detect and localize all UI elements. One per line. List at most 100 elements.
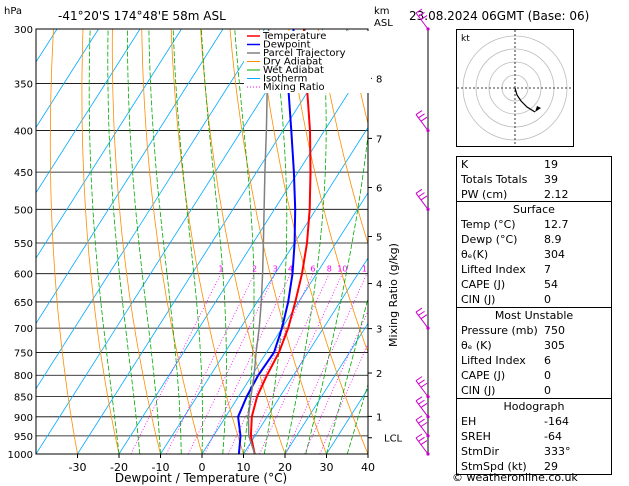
wet-adiabat-line <box>201 29 227 454</box>
legend-temperature: Temperature <box>262 31 326 42</box>
wind-barb-feather <box>415 376 423 382</box>
wind-barb-feather <box>420 440 428 446</box>
temperature-tick-label: 30 <box>320 461 334 474</box>
dry-adiabat-line <box>49 29 78 454</box>
temperature-tick-label: 0 <box>199 461 206 474</box>
wind-barb-feather <box>415 415 423 421</box>
mixing-ratio-label: 10 <box>337 265 347 274</box>
wind-barb-staff <box>415 311 429 329</box>
mixing-ratio-axis-label: Mixing Ratio (g/kg) <box>387 243 400 347</box>
copyright-footer: © weatheronline.co.uk <box>452 471 578 484</box>
table-row: PW (cm) 2.12 <box>457 187 611 202</box>
mixing-ratio-label: 15 <box>362 265 372 274</box>
wind-barb-icon <box>415 376 430 399</box>
wet-adiabat-line <box>305 130 368 454</box>
pw-value: 2.12 <box>544 188 569 201</box>
sreh-label: SREH <box>461 430 491 443</box>
pressure-tick-label: 1000 <box>8 450 33 461</box>
dry-adiabat-line <box>259 29 368 454</box>
wind-barb-icon <box>415 188 430 211</box>
datetime-title: 23.08.2024 06GMT (Base: 06) <box>409 9 589 23</box>
wind-barb-icon <box>415 415 430 438</box>
eh-label: EH <box>461 415 477 428</box>
wind-barb-feather <box>418 399 425 405</box>
mu-pressure-label: Pressure (mb) <box>461 324 538 337</box>
pw-label: PW (cm) <box>461 188 508 201</box>
wet-adiabat-line <box>148 29 182 454</box>
wind-barb-feather <box>415 8 423 14</box>
stmspd-label: StmSpd (kt) <box>461 460 527 473</box>
wind-barb-feather <box>420 402 428 408</box>
stmdir-value: 333° <box>544 445 571 458</box>
mixing-ratio-line <box>130 273 222 454</box>
mixing-ratio-line <box>166 273 255 454</box>
table-row: θₑ (K) 305 <box>457 338 611 353</box>
mu-li-label: Lifted Index <box>461 354 526 367</box>
surface-li-value: 7 <box>544 263 551 276</box>
wind-barb-staff <box>415 437 429 455</box>
wind-barb-feather <box>418 436 425 442</box>
wind-barb-icon <box>415 396 430 419</box>
surface-temp-value: 12.7 <box>544 218 569 231</box>
temperature-tick-label: -30 <box>69 461 87 474</box>
table-row: Totals Totals 39 <box>457 172 611 187</box>
wet-adiabat-line <box>127 29 161 454</box>
wind-barb-feather <box>420 422 428 427</box>
mixing-ratio-line <box>188 273 276 454</box>
k-index-label: K <box>461 158 469 171</box>
km-tick-label: 5 <box>376 232 382 243</box>
wind-barb-icon <box>415 110 430 133</box>
dry-adiabat-line <box>612 29 629 454</box>
table-row: Dewp (°C) 8.9 <box>457 232 611 247</box>
dry-adiabat-line <box>81 29 120 454</box>
table-row: Lifted Index 7 <box>457 262 611 277</box>
pressure-tick-label: 900 <box>14 413 33 424</box>
mixing-ratio-label: 8 <box>327 265 332 274</box>
dry-adiabat-line <box>288 29 368 354</box>
parcel-trajectory-profile <box>247 29 270 454</box>
indices-table: K 19 Totals Totals 39 PW (cm) 2.12 <box>456 156 612 203</box>
pressure-tick-label: 400 <box>14 127 33 138</box>
legend-mixing-ratio: Mixing Ratio <box>263 82 325 93</box>
eh-value: -164 <box>544 415 569 428</box>
table-row: StmSpd (kt) 29 <box>457 459 611 474</box>
mixing-ratio-line <box>285 273 368 454</box>
mu-li-value: 6 <box>544 354 551 367</box>
pressure-tick-label: 450 <box>14 168 33 179</box>
isotherm-line <box>36 29 182 259</box>
k-index-value: 19 <box>544 158 558 171</box>
wet-adiabat-line <box>346 382 368 454</box>
totals-totals-value: 39 <box>544 173 558 186</box>
dry-adiabat-line <box>141 29 203 454</box>
wind-barb-staff <box>415 380 429 397</box>
pressure-tick-label: 950 <box>14 432 33 443</box>
wind-barb-feather <box>420 195 428 201</box>
wind-barb-feather <box>420 15 428 21</box>
dry-adiabat-line <box>317 29 368 245</box>
pressure-tick-label: 700 <box>14 324 33 335</box>
surface-dewp-value: 8.9 <box>544 233 562 246</box>
surface-temp-label: Temp (°C) <box>461 218 516 231</box>
legend-parcel: Parcel Trajectory <box>263 48 346 59</box>
wind-barb-feather <box>415 433 423 439</box>
wet-adiabat-line <box>172 29 203 454</box>
km-tick-label: 6 <box>376 183 382 194</box>
wind-barb-feather <box>415 110 423 115</box>
wind-barb-feather <box>415 307 423 313</box>
mixing-ratio-label: 6 <box>310 265 315 274</box>
table-row: CAPE (J) 54 <box>457 277 611 292</box>
wind-barb-icon <box>415 8 430 31</box>
wind-barb-icon <box>415 307 430 330</box>
isotherm-line <box>243 257 368 454</box>
wind-barb-staff <box>415 400 429 418</box>
dewpoint-profile <box>237 29 297 454</box>
wind-barb-icon <box>415 433 430 456</box>
wind-barb-feather <box>420 382 428 388</box>
hodograph: kt <box>456 29 574 147</box>
temperature-tick-label: -20 <box>110 461 128 474</box>
km-unit-label: km <box>374 6 390 17</box>
mixing-ratio-line <box>204 273 291 454</box>
temperature-tick-label: -10 <box>152 461 170 474</box>
isotherm-line <box>284 322 368 454</box>
